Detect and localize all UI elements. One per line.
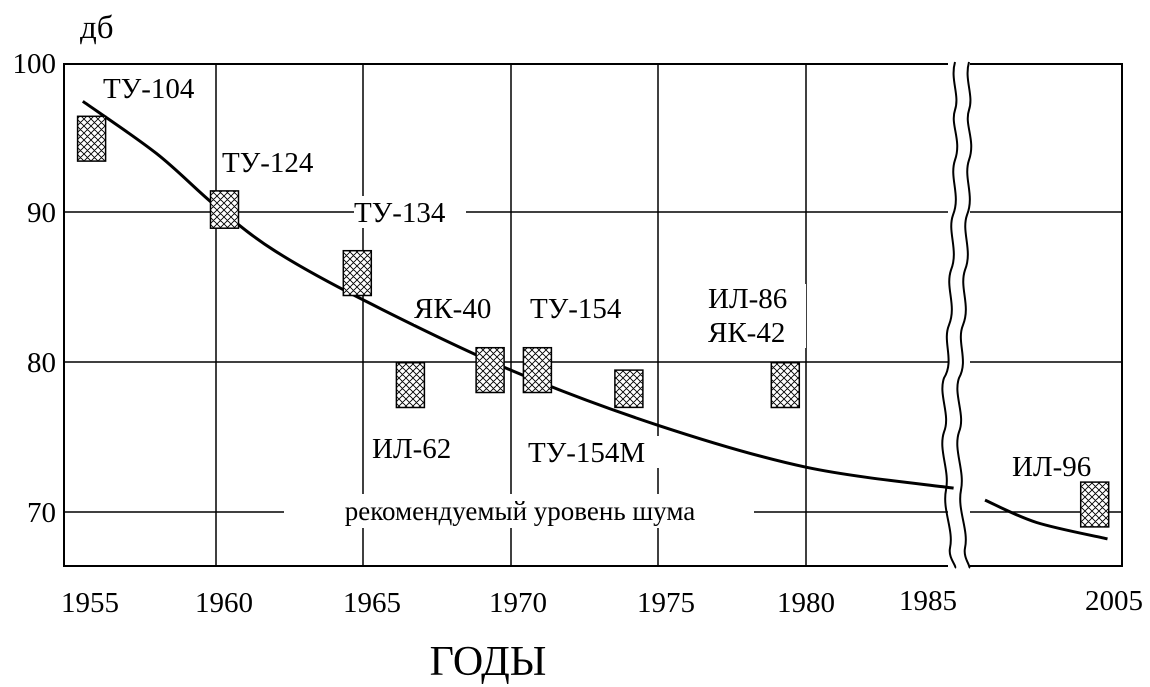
data-marker-ту-124 — [209, 190, 240, 229]
trend-curve-after-break — [984, 498, 1108, 541]
x-tick-1985: 1985 — [899, 585, 957, 617]
trend-curve — [81, 100, 954, 490]
x-tick-1965: 1965 — [343, 587, 401, 619]
label-tu124: ТУ-124 — [222, 147, 314, 179]
data-marker-ту-154м — [614, 369, 644, 409]
data-marker-ту-104 — [76, 115, 107, 162]
label-bg-tu134 — [354, 196, 466, 228]
label-il96: ИЛ-96 — [1012, 451, 1091, 483]
label-bg-yak40 — [414, 292, 510, 324]
x-tick-1970: 1970 — [489, 587, 547, 619]
x-tick-1975: 1975 — [637, 587, 695, 619]
data-marker-ил-96 — [1079, 481, 1110, 528]
label-tu154: ТУ-154 — [530, 293, 622, 325]
label-bg-tu154 — [528, 292, 642, 324]
data-marker-як-40 — [475, 346, 505, 394]
plot-frame — [63, 63, 1123, 567]
x-tick-1960: 1960 — [195, 587, 253, 619]
label-il62: ИЛ-62 — [372, 433, 451, 465]
data-marker-ту-134 — [342, 249, 373, 297]
x-tick-2005: 2005 — [1085, 585, 1143, 617]
label-bg-tu154m — [526, 436, 674, 468]
reference-line-label-bg — [284, 494, 754, 528]
label-il86: ИЛ-86 — [708, 283, 787, 315]
x-tick-1980: 1980 — [777, 587, 835, 619]
y-tick-80: 80 — [27, 347, 56, 379]
data-marker-ил-86-як-42 — [770, 361, 801, 409]
label-yak40: ЯК-40 — [414, 293, 491, 325]
y-tick-90: 90 — [27, 197, 56, 229]
y-tick-100: 100 — [13, 48, 57, 80]
label-tu134: ТУ-134 — [354, 197, 446, 229]
axis-break — [941, 61, 973, 569]
data-marker-ил-62 — [395, 361, 426, 409]
y-tick-70: 70 — [27, 497, 56, 529]
x-axis-title: ГОДЫ — [430, 639, 547, 685]
reference-line-label: рекомендуемый уровень шума — [345, 496, 695, 526]
label-tu104: ТУ-104 — [103, 73, 195, 105]
x-tick-1955: 1955 — [61, 587, 119, 619]
label-tu154m: ТУ-154М — [528, 437, 645, 469]
label-bg-il86 — [708, 284, 806, 348]
label-yak42: ЯК-42 — [708, 317, 785, 349]
data-marker-ту-154 — [522, 346, 553, 394]
y-axis-title: дб — [80, 10, 114, 46]
